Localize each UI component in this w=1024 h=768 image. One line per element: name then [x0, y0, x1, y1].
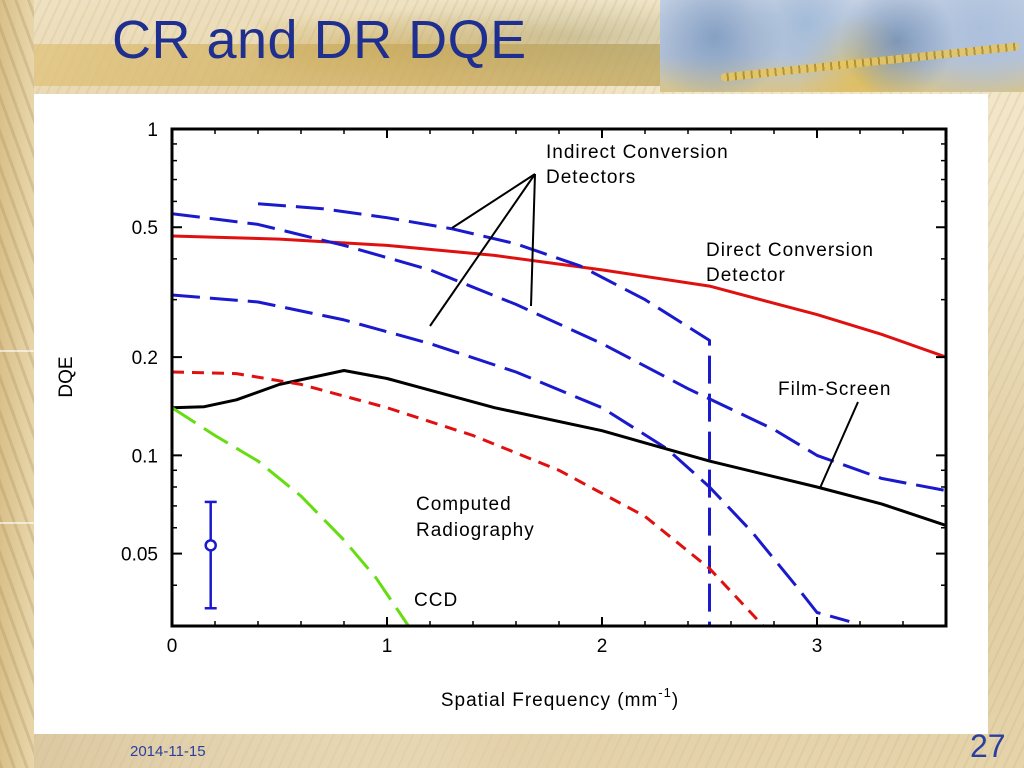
footer-date: 2014-11-15 [130, 743, 206, 760]
x-axis-label: Spatial Frequency (mm-1) [441, 685, 679, 711]
y-tick-label: 1 [147, 120, 158, 141]
error-bar [204, 500, 217, 610]
annotation-direct-line2: Detector [706, 265, 786, 286]
y-tick-label: 0.2 [132, 348, 158, 369]
left-decorative-strip [0, 0, 34, 768]
annotation-film-screen: Film-Screen [778, 379, 891, 400]
y-tick-label: 0.05 [121, 545, 158, 566]
plot-frame [170, 127, 948, 628]
annotation-cr-line2: Radiography [416, 520, 535, 541]
footer-band [34, 734, 1024, 768]
slide-title: CR and DR DQE [112, 10, 527, 70]
x-axis-label-main: Spatial Frequency (mm [441, 690, 658, 711]
series-line-computed-radiography [172, 370, 765, 626]
series-line-indirect-1 [257, 202, 711, 626]
annotation-ccd: CCD [414, 590, 458, 611]
header-texture [260, 0, 680, 92]
error-bar-marker [204, 539, 217, 552]
annotation-direct-line1: Direct Conversion [706, 240, 874, 261]
series-line-ccd [172, 406, 410, 626]
x-tick-label: 3 [812, 636, 823, 657]
x-tick-label: 1 [382, 636, 393, 657]
leader-indirect-b [429, 173, 536, 327]
page-number: 27 [970, 728, 1006, 764]
annotation-cr-line1: Computed [416, 494, 512, 515]
label-layer: DQE Spatial Frequency (mm-1) Indirect Co… [56, 142, 891, 711]
plot-layer [172, 202, 946, 626]
annotation-indirect-line2: Detectors [546, 167, 636, 188]
axes-layer [170, 127, 948, 628]
y-tick-label: 0.1 [132, 446, 158, 467]
series-line-film-screen [172, 369, 946, 527]
x-tick-label: 0 [167, 636, 178, 657]
leader-indirect-a [451, 173, 536, 229]
y-tick-label: 0.5 [132, 218, 158, 239]
leader-film-screen [819, 401, 859, 489]
annotation-indirect-line1: Indirect Conversion [546, 142, 729, 163]
header-decorative-image [660, 0, 1024, 92]
x-axis-label-superscript: -1 [658, 685, 672, 700]
series-line-indirect-3 [172, 293, 850, 623]
y-axis-label: DQE [56, 356, 77, 397]
x-axis-label-end: ) [672, 690, 679, 711]
tick-layer: 0 1 2 3 1 0.5 0.2 0.1 0.05 [121, 120, 946, 657]
leader-indirect-c [530, 173, 536, 307]
series-line-direct [172, 234, 946, 359]
x-tick-label: 2 [597, 636, 608, 657]
